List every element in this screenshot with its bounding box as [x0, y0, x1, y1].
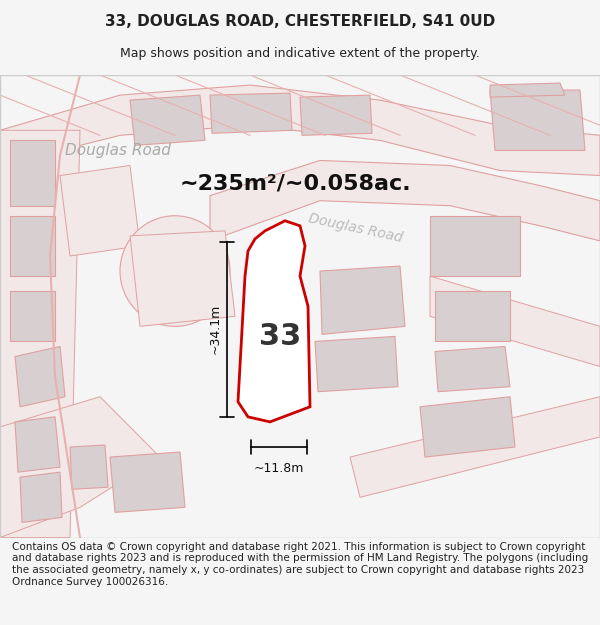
Polygon shape — [435, 346, 510, 392]
Text: ~11.8m: ~11.8m — [254, 462, 304, 475]
Polygon shape — [490, 90, 585, 151]
Polygon shape — [10, 291, 55, 341]
Polygon shape — [350, 397, 600, 498]
Polygon shape — [10, 216, 55, 276]
Polygon shape — [60, 166, 140, 256]
Polygon shape — [110, 452, 185, 512]
Polygon shape — [20, 472, 62, 522]
Polygon shape — [238, 221, 310, 422]
Text: ~235m²/~0.058ac.: ~235m²/~0.058ac. — [179, 174, 411, 194]
Text: Contains OS data © Crown copyright and database right 2021. This information is : Contains OS data © Crown copyright and d… — [12, 542, 588, 587]
Text: ~34.1m: ~34.1m — [209, 304, 221, 354]
Polygon shape — [435, 291, 510, 341]
Polygon shape — [210, 161, 600, 241]
Polygon shape — [130, 95, 205, 146]
Text: 33: 33 — [259, 322, 301, 351]
Polygon shape — [15, 417, 60, 472]
Polygon shape — [300, 95, 372, 136]
Polygon shape — [0, 130, 80, 538]
Polygon shape — [10, 141, 55, 206]
Text: Douglas Road: Douglas Road — [65, 143, 171, 158]
Polygon shape — [430, 276, 600, 367]
Text: Douglas Road: Douglas Road — [307, 211, 403, 244]
Polygon shape — [0, 397, 160, 538]
Polygon shape — [0, 85, 600, 176]
Polygon shape — [420, 397, 515, 457]
Polygon shape — [315, 336, 398, 392]
Polygon shape — [320, 266, 405, 334]
Polygon shape — [210, 93, 292, 133]
Text: 33, DOUGLAS ROAD, CHESTERFIELD, S41 0UD: 33, DOUGLAS ROAD, CHESTERFIELD, S41 0UD — [105, 14, 495, 29]
Polygon shape — [490, 83, 565, 97]
Text: Map shows position and indicative extent of the property.: Map shows position and indicative extent… — [120, 48, 480, 61]
Polygon shape — [70, 445, 108, 489]
Polygon shape — [430, 216, 520, 276]
Circle shape — [120, 216, 230, 326]
Polygon shape — [130, 231, 235, 326]
Polygon shape — [15, 346, 65, 407]
